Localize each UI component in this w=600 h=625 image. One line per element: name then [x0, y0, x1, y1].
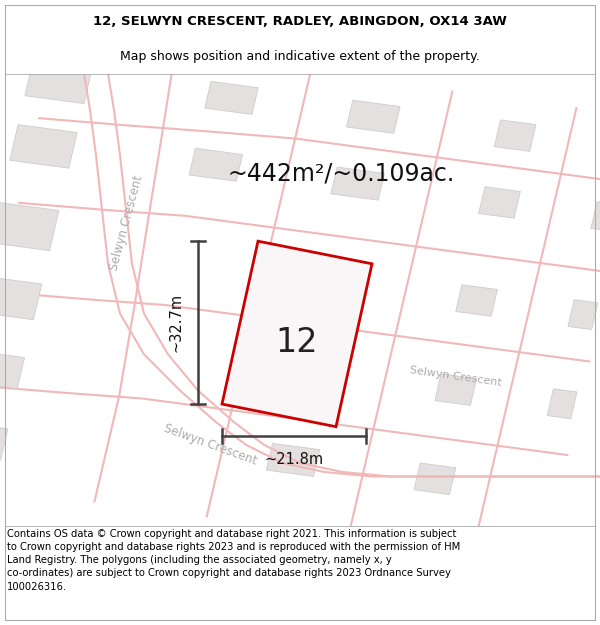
Polygon shape [0, 276, 42, 319]
Polygon shape [435, 374, 476, 406]
Polygon shape [547, 389, 577, 419]
Polygon shape [0, 202, 59, 251]
Text: Selwyn Crescent: Selwyn Crescent [161, 422, 259, 468]
Text: ~442m²/~0.109ac.: ~442m²/~0.109ac. [228, 161, 455, 185]
Polygon shape [222, 241, 372, 427]
Text: Map shows position and indicative extent of the property.: Map shows position and indicative extent… [120, 50, 480, 63]
Text: Selwyn Crescent: Selwyn Crescent [409, 366, 503, 388]
Text: Selwyn Crescent: Selwyn Crescent [107, 174, 145, 272]
Polygon shape [414, 463, 456, 494]
Polygon shape [347, 100, 400, 133]
Polygon shape [205, 81, 258, 114]
Polygon shape [10, 124, 77, 168]
Text: 12, SELWYN CRESCENT, RADLEY, ABINGDON, OX14 3AW: 12, SELWYN CRESCENT, RADLEY, ABINGDON, O… [93, 15, 507, 28]
Polygon shape [456, 285, 497, 316]
Polygon shape [266, 443, 320, 476]
Polygon shape [189, 148, 242, 181]
Polygon shape [0, 421, 8, 460]
Polygon shape [591, 202, 600, 231]
Polygon shape [331, 167, 385, 200]
Polygon shape [479, 187, 520, 218]
Text: ~21.8m: ~21.8m [265, 452, 323, 467]
Polygon shape [287, 354, 341, 388]
Polygon shape [308, 265, 362, 298]
Polygon shape [494, 120, 536, 151]
Polygon shape [0, 350, 25, 389]
Text: 12: 12 [275, 326, 319, 359]
Text: Contains OS data © Crown copyright and database right 2021. This information is : Contains OS data © Crown copyright and d… [7, 529, 460, 592]
Polygon shape [25, 64, 91, 104]
Text: ~32.7m: ~32.7m [168, 293, 183, 352]
Polygon shape [568, 300, 598, 329]
